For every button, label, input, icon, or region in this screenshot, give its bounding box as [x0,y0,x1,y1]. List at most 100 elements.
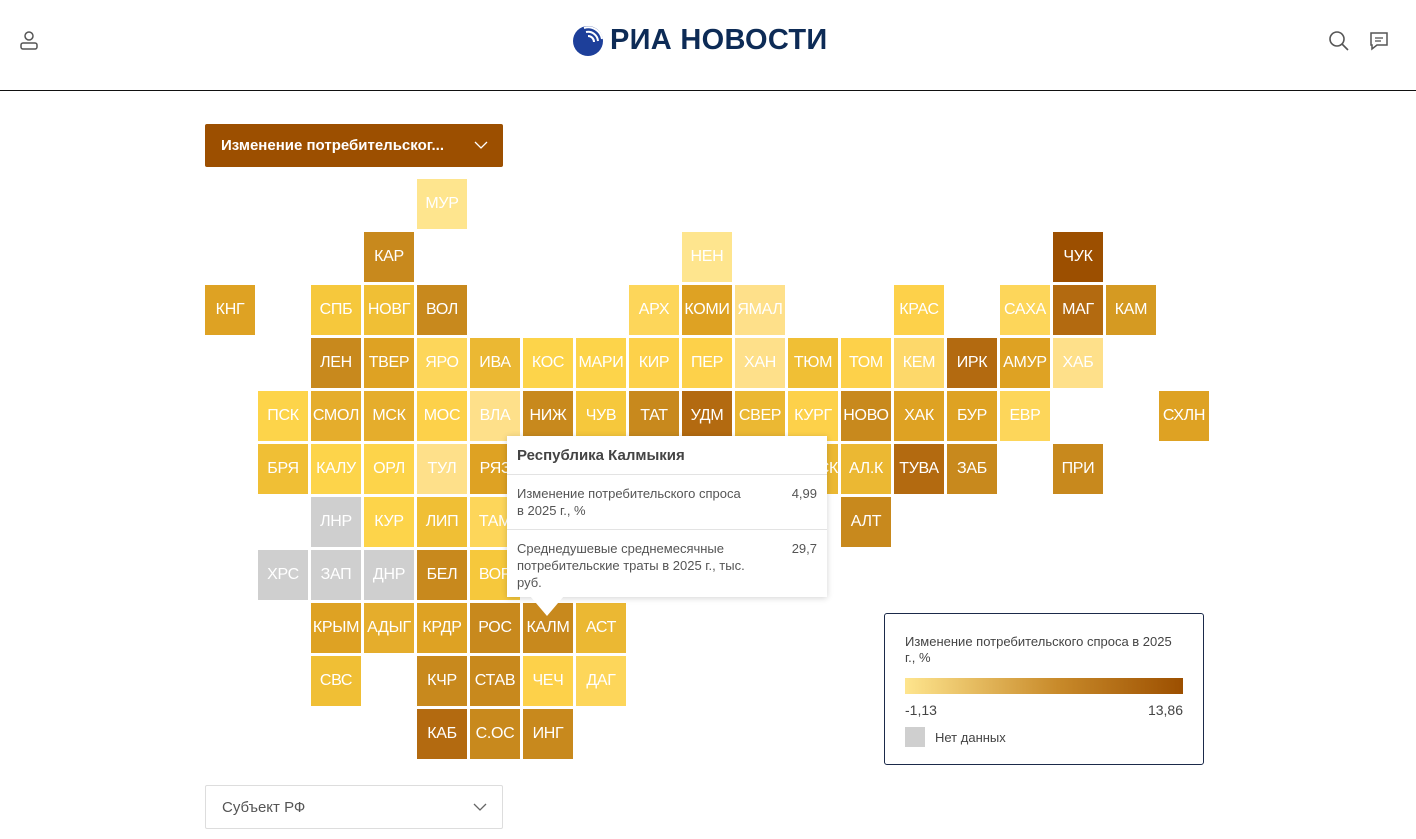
region-tile[interactable]: АДЫГ [364,603,414,653]
region-tile[interactable]: ЧУВ [576,391,626,441]
region-tile[interactable]: МСК [364,391,414,441]
region-tile[interactable]: КАР [364,232,414,282]
region-tile[interactable]: КЕМ [894,338,944,388]
region-tile[interactable]: БЕЛ [417,550,467,600]
region-tile[interactable]: МАГ [1053,285,1103,335]
legend-no-data: Нет данных [905,727,1183,747]
region-tile[interactable]: КРАС [894,285,944,335]
region-tile[interactable]: МУР [417,179,467,229]
user-icon[interactable] [19,30,39,50]
region-tile[interactable]: ЛНР [311,497,361,547]
region-tile[interactable]: ТВЕР [364,338,414,388]
region-tile[interactable]: МАРИ [576,338,626,388]
region-tile[interactable]: АЛТ [841,497,891,547]
region-tile[interactable]: ХАН [735,338,785,388]
region-tile[interactable]: ДНР [364,550,414,600]
region-tile[interactable]: КРДР [417,603,467,653]
region-tile[interactable]: ЕВР [1000,391,1050,441]
site-header: РИА НОВОСТИ [0,0,1416,91]
region-tile[interactable]: ТЮМ [788,338,838,388]
tooltip-row-label: Изменение потребительского спроса в 2025… [517,486,741,518]
region-tile[interactable]: КЧР [417,656,467,706]
region-tile[interactable]: ХАБ [1053,338,1103,388]
region-tile[interactable]: ЗАБ [947,444,997,494]
region-tile[interactable]: ЯМАЛ [735,285,785,335]
indicator-select[interactable]: Изменение потребительског... [205,124,503,167]
region-tile[interactable]: ИНГ [523,709,573,759]
region-tile[interactable]: КНГ [205,285,255,335]
region-tile[interactable]: КАМ [1106,285,1156,335]
region-tile[interactable]: ЧУК [1053,232,1103,282]
region-tile[interactable]: АСТ [576,603,626,653]
region-tile[interactable]: КУРГ [788,391,838,441]
region-tile[interactable]: АМУР [1000,338,1050,388]
ria-globe-icon [573,25,603,56]
region-tile[interactable]: КОМИ [682,285,732,335]
ria-logo[interactable]: РИА НОВОСТИ [572,24,828,57]
color-legend: Изменение потребительского спроса в 2025… [884,613,1204,765]
no-data-swatch [905,727,925,747]
region-tile[interactable]: ТУВА [894,444,944,494]
region-tile[interactable]: СПБ [311,285,361,335]
region-tile[interactable]: СВС [311,656,361,706]
tooltip-row-label: Среднедушевые среднемесячные потребитель… [517,541,745,590]
region-tile[interactable]: ИВА [470,338,520,388]
region-tile[interactable]: КУР [364,497,414,547]
region-tile[interactable]: ИРК [947,338,997,388]
region-tile[interactable]: ВЛА [470,391,520,441]
region-tile[interactable]: НОВГ [364,285,414,335]
region-tile[interactable]: НИЖ [523,391,573,441]
tooltip-pointer [530,596,564,616]
region-tile[interactable]: НОВО [841,391,891,441]
region-tile[interactable]: СМОЛ [311,391,361,441]
region-tile[interactable]: ПСК [258,391,308,441]
tooltip-row: Изменение потребительского спроса в 2025… [507,475,827,529]
region-tile[interactable]: ОРЛ [364,444,414,494]
tooltip-row-value: 4,99 [791,486,817,501]
region-tile[interactable]: МОС [417,391,467,441]
legend-title: Изменение потребительского спроса в 2025… [905,634,1172,665]
region-tile[interactable]: САХА [1000,285,1050,335]
region-tile[interactable]: КАБ [417,709,467,759]
region-tile[interactable]: ЯРО [417,338,467,388]
region-tile[interactable]: КАЛУ [311,444,361,494]
no-data-label: Нет данных [935,729,1006,745]
region-tile[interactable]: КОС [523,338,573,388]
region-tile[interactable]: АЛ.К [841,444,891,494]
region-tile[interactable]: ЛЕН [311,338,361,388]
region-tile[interactable]: ВОЛ [417,285,467,335]
region-tile[interactable]: ПЕР [682,338,732,388]
region-tile[interactable]: ТОМ [841,338,891,388]
region-tile[interactable]: ТУЛ [417,444,467,494]
region-tile[interactable]: РОС [470,603,520,653]
chevron-down-icon [474,141,488,149]
region-tile[interactable]: НЕН [682,232,732,282]
search-icon[interactable] [1328,30,1350,52]
region-tile[interactable]: СВЕР [735,391,785,441]
region-tile[interactable]: ДАГ [576,656,626,706]
region-tile[interactable]: ПРИ [1053,444,1103,494]
logo-text: РИА НОВОСТИ [610,24,828,56]
region-tile[interactable]: ЗАП [311,550,361,600]
region-tile[interactable]: СХЛН [1159,391,1209,441]
region-tooltip: Республика Калмыкия Изменение потребител… [507,436,827,597]
region-tile[interactable]: С.ОС [470,709,520,759]
region-tile[interactable]: КИР [629,338,679,388]
region-tile[interactable]: ХАК [894,391,944,441]
region-tile[interactable]: ХРС [258,550,308,600]
region-tile[interactable]: ЧЕЧ [523,656,573,706]
region-tile[interactable]: БРЯ [258,444,308,494]
tooltip-row: Среднедушевые среднемесячные потребитель… [507,529,827,601]
region-tile[interactable]: СТАВ [470,656,520,706]
legend-gradient [905,678,1183,694]
tooltip-row-value: 29,7 [791,541,817,556]
region-select[interactable]: Субъект РФ [205,785,503,829]
region-tile[interactable]: АРХ [629,285,679,335]
region-tile[interactable]: ТАТ [629,391,679,441]
region-tile[interactable]: УДМ [682,391,732,441]
comment-icon[interactable] [1369,31,1389,51]
region-tile[interactable]: БУР [947,391,997,441]
region-tile[interactable]: ЛИП [417,497,467,547]
indicator-select-value: Изменение потребительског... [221,137,444,154]
region-tile[interactable]: КРЫМ [311,603,361,653]
